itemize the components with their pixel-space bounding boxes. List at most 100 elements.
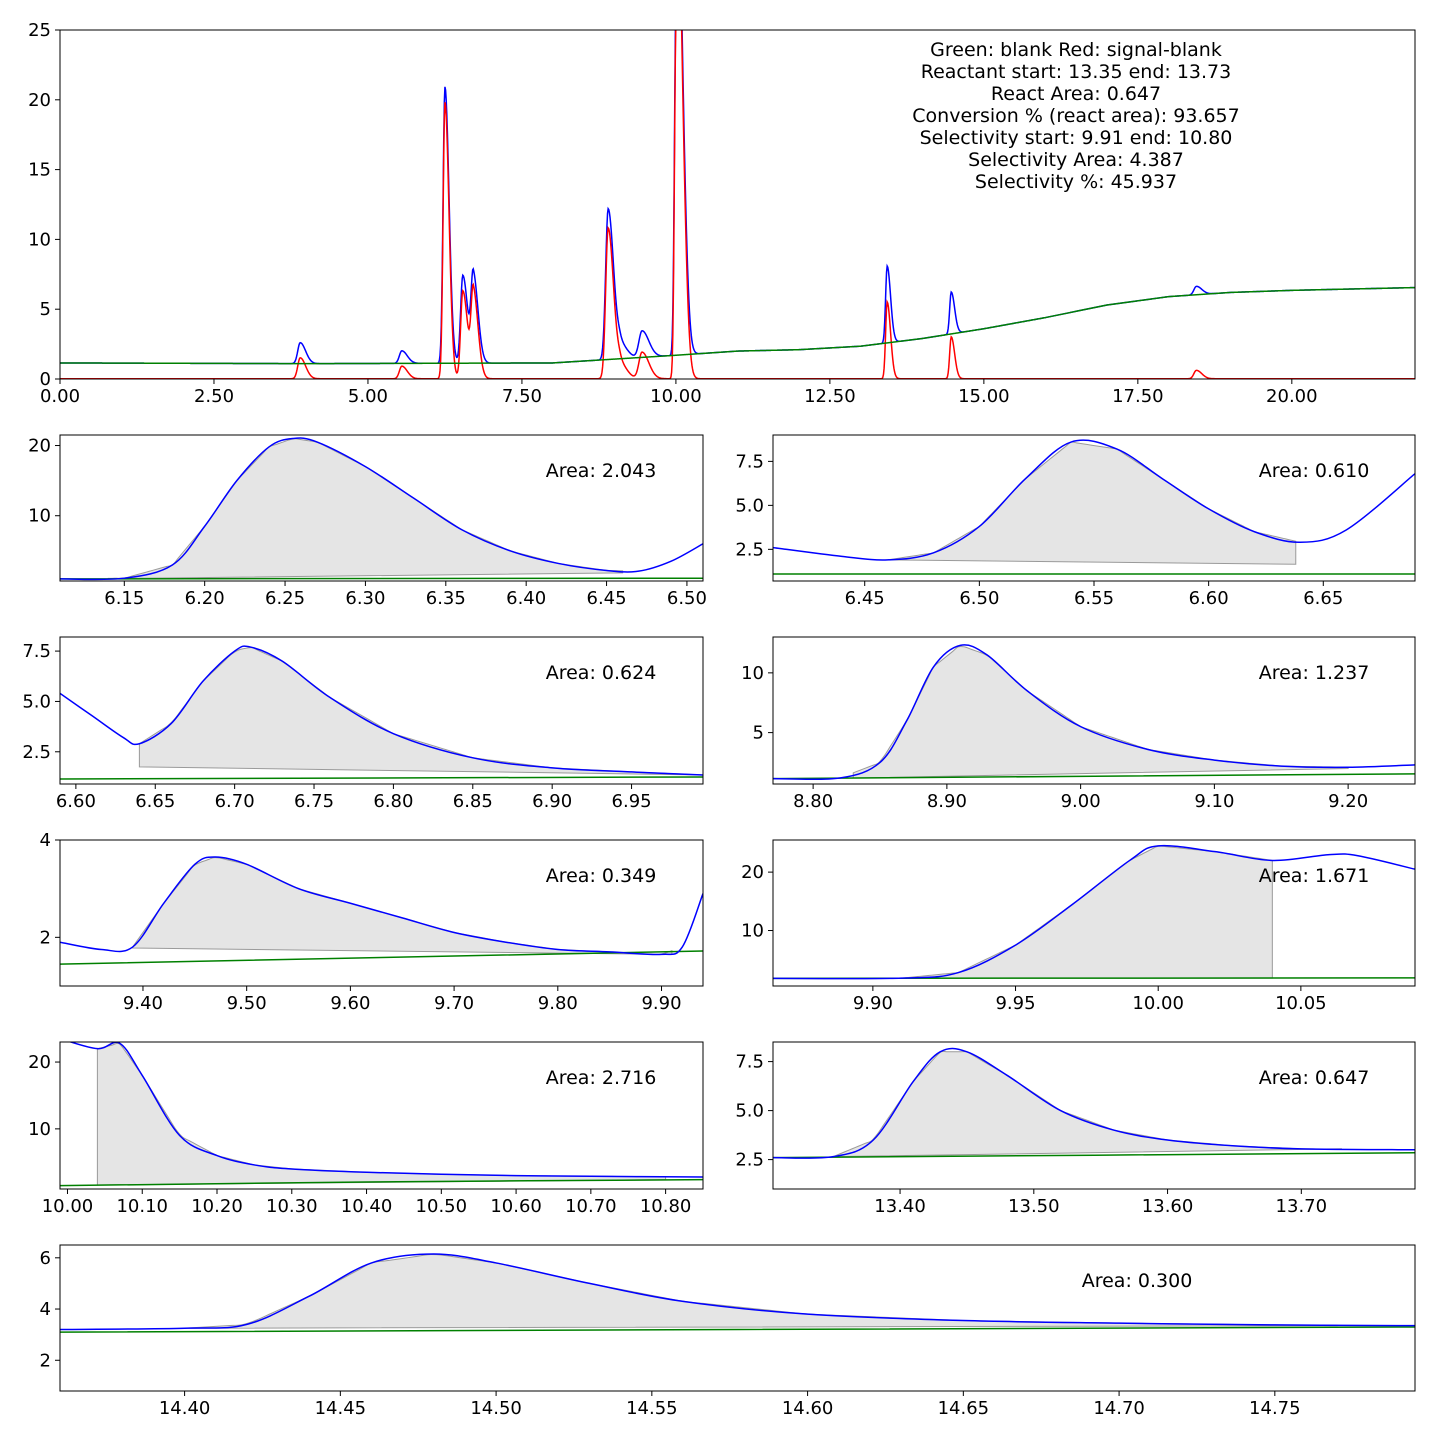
x-tick-label: 6.20 (185, 588, 225, 609)
x-tick-label: 10.00 (42, 1196, 94, 1217)
y-tick-label: 0 (40, 369, 51, 390)
x-tick-label: 9.95 (995, 993, 1035, 1014)
axes-frame (59, 1041, 704, 1190)
chart-panel-zoom-3: Area: 0.624 6.60 6.65 6.70 6.75 6.80 6.85 6.90 6… (22, 636, 704, 812)
x-tick-label: 6.90 (532, 791, 572, 812)
area-label: Area: 0.300 (1082, 1270, 1193, 1292)
x-tick-label: 10.05 (1275, 993, 1327, 1014)
plot-area (60, 437, 703, 581)
x-tick-label: 6.75 (294, 791, 334, 812)
x-tick-label: 6.55 (1074, 588, 1114, 609)
x-tick-label: 10.70 (565, 1196, 617, 1217)
peak-area-fill (901, 845, 1273, 979)
area-label: Area: 0.647 (1259, 1067, 1370, 1089)
y-tick-label: 5 (40, 299, 51, 320)
chart-panel-zoom-7: Area: 2.716 10.00 10.10 10.20 10.30 10.40 10.5… (28, 1041, 704, 1217)
y-tick-label: 2.5 (22, 742, 51, 763)
x-tick-label: 10.20 (191, 1196, 243, 1217)
x-tick-label: 14.75 (1249, 1398, 1301, 1419)
x-tick-label: 9.60 (330, 993, 370, 1014)
y-tick-label: 5.0 (22, 691, 51, 712)
x-tick-label: 6.15 (104, 588, 144, 609)
area-label: Area: 1.237 (1259, 662, 1370, 684)
series-blank-line (773, 1151, 1415, 1159)
x-tick-label: 10.30 (266, 1196, 318, 1217)
x-tick-label: 6.60 (1189, 588, 1229, 609)
x-tick-label: 8.90 (927, 791, 967, 812)
series-blank-line (60, 776, 703, 780)
x-tick-label: 9.10 (1194, 791, 1234, 812)
x-tick-label: 6.80 (373, 791, 413, 812)
annotation-line: Green: blank Red: signal-blank (930, 39, 1222, 61)
series-blank-line (60, 286, 1415, 365)
chart-panel-zoom-8: Area: 0.647 13.40 13.50 13.60 13.70 2.5 5.0 7.5 (735, 1041, 1416, 1217)
series-signal-line (773, 644, 1415, 781)
area-label: Area: 2.043 (546, 460, 657, 482)
x-tick-label: 6.45 (587, 588, 627, 609)
peak-area-fill (96, 1042, 667, 1186)
x-tick-label: 14.40 (159, 1398, 211, 1419)
y-tick-label: 7.5 (22, 641, 51, 662)
x-tick-label: 9.90 (641, 993, 681, 1014)
y-tick-label: 2 (40, 1350, 51, 1371)
y-tick-label: 5 (753, 723, 764, 744)
x-tick-label: 6.85 (453, 791, 493, 812)
plot-area (773, 644, 1415, 781)
y-tick-label: 10 (28, 506, 51, 527)
x-tick-label: 6.70 (215, 791, 255, 812)
annotation-line: Selectivity Area: 4.387 (968, 149, 1184, 171)
series-signal-line (60, 856, 703, 956)
x-tick-label: 6.50 (959, 588, 999, 609)
x-tick-label: 6.35 (426, 588, 466, 609)
chart-panel-zoom-4: Area: 1.237 8.80 8.90 9.00 9.10 9.20 5 10 (741, 636, 1416, 812)
x-tick-label: 6.30 (345, 588, 385, 609)
x-tick-label: 15.00 (958, 386, 1010, 407)
peak-area-fill (887, 441, 1297, 565)
area-label: Area: 0.349 (546, 865, 657, 887)
x-tick-label: 0.00 (40, 386, 80, 407)
x-tick-label: 14.65 (938, 1398, 990, 1419)
y-tick-label: 4 (40, 830, 51, 851)
y-tick-label: 10 (741, 921, 764, 942)
series-blank-line (60, 577, 703, 580)
y-tick-label: 20 (28, 1052, 51, 1073)
y-tick-label: 25 (28, 20, 51, 41)
series-blank-line (60, 1178, 703, 1187)
series-signal-line (773, 1047, 1415, 1159)
x-tick-label: 13.50 (1008, 1196, 1060, 1217)
axes-frame (59, 636, 704, 785)
axes-frame (59, 434, 704, 582)
x-tick-label: 20.00 (1266, 386, 1318, 407)
axes-frame (772, 636, 1416, 785)
series-signal-line (68, 1042, 703, 1178)
y-tick-label: 5.0 (735, 1101, 764, 1122)
x-tick-label: 10.40 (341, 1196, 393, 1217)
x-tick-label: 13.70 (1276, 1196, 1328, 1217)
y-tick-label: 2.5 (735, 539, 764, 560)
plot-area (773, 844, 1415, 980)
x-tick-label: 5.00 (348, 386, 388, 407)
axes-frame (772, 1041, 1416, 1190)
y-tick-label: 7.5 (735, 451, 764, 472)
y-tick-label: 2 (40, 927, 51, 948)
y-tick-label: 10 (28, 1119, 51, 1140)
annotation-line: Conversion % (react area): 93.657 (912, 105, 1239, 127)
y-tick-label: 4 (40, 1299, 51, 1320)
y-tick-label: 6 (40, 1248, 51, 1269)
plot-area (773, 1047, 1415, 1159)
x-tick-label: 10.10 (116, 1196, 168, 1217)
x-tick-label: 12.50 (804, 386, 856, 407)
x-tick-label: 6.60 (56, 791, 96, 812)
x-tick-label: 7.50 (502, 386, 542, 407)
series-blank-line (60, 1326, 1415, 1333)
series-signal-line (773, 844, 1415, 980)
annotation-line: Selectivity %: 45.937 (975, 171, 1177, 193)
area-label: Area: 0.610 (1259, 460, 1370, 482)
axes-frame (772, 839, 1416, 987)
y-tick-label: 2.5 (735, 1150, 764, 1171)
x-tick-label: 10.80 (640, 1196, 692, 1217)
x-tick-label: 14.45 (315, 1398, 367, 1419)
x-tick-label: 6.45 (845, 588, 885, 609)
